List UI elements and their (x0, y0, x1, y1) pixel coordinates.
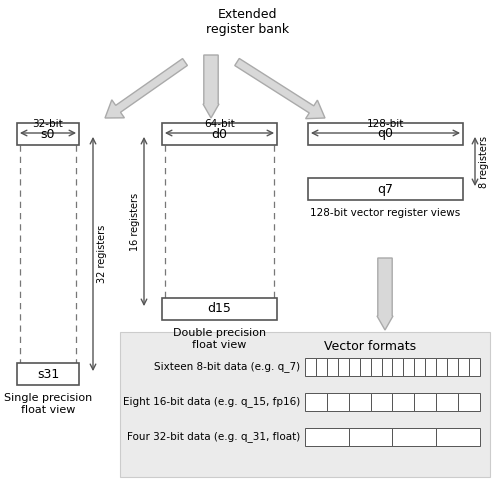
Bar (403, 358, 414, 376)
Bar (469, 358, 480, 376)
Text: Sixteen 8-bit data (e.g. q_7): Sixteen 8-bit data (e.g. q_7) (154, 362, 300, 373)
Bar (327, 358, 338, 376)
Bar (360, 358, 371, 376)
Text: s31: s31 (37, 367, 59, 380)
Bar (349, 393, 371, 411)
Text: 128-bit vector register views: 128-bit vector register views (311, 208, 460, 218)
Bar (382, 358, 392, 376)
Bar (162, 298, 277, 320)
Bar (436, 393, 458, 411)
Text: Extended
register bank: Extended register bank (206, 8, 290, 36)
Bar (305, 358, 316, 376)
Bar (392, 358, 403, 376)
Bar (316, 358, 327, 376)
Bar (162, 123, 277, 145)
Bar (458, 358, 469, 376)
Bar (17, 363, 79, 385)
Bar (17, 123, 79, 145)
Text: q0: q0 (377, 127, 393, 140)
Bar (327, 393, 349, 411)
Polygon shape (235, 59, 325, 119)
Bar (338, 358, 349, 376)
Bar (305, 393, 327, 411)
Text: Four 32-bit data (e.g. q_31, float): Four 32-bit data (e.g. q_31, float) (127, 432, 300, 442)
Bar (371, 393, 392, 411)
Text: s0: s0 (41, 127, 55, 140)
Text: 128-bit: 128-bit (367, 119, 404, 129)
Polygon shape (203, 55, 219, 118)
Bar (458, 393, 480, 411)
Bar (349, 428, 392, 446)
Text: 32-bit: 32-bit (33, 119, 63, 129)
Polygon shape (377, 258, 393, 330)
Bar (425, 358, 436, 376)
Bar (436, 428, 480, 446)
Text: 16 registers: 16 registers (130, 193, 140, 251)
Bar (371, 358, 382, 376)
Text: d0: d0 (211, 127, 227, 140)
Text: 8 registers: 8 registers (479, 136, 489, 187)
Bar (392, 428, 436, 446)
Bar (349, 358, 360, 376)
Text: 32 registers: 32 registers (97, 225, 107, 283)
Bar (120, 332, 490, 477)
Bar (414, 358, 425, 376)
Text: Double precision
float view: Double precision float view (173, 328, 266, 349)
Bar (308, 178, 463, 200)
Bar (414, 393, 436, 411)
Text: 64-bit: 64-bit (204, 119, 235, 129)
Text: Vector formats: Vector formats (324, 340, 416, 353)
Bar (305, 428, 349, 446)
Bar (308, 123, 463, 145)
Bar (392, 393, 414, 411)
Text: q7: q7 (377, 182, 393, 196)
Text: Eight 16-bit data (e.g. q_15, fp16): Eight 16-bit data (e.g. q_15, fp16) (123, 396, 300, 408)
Bar (436, 358, 447, 376)
Text: d15: d15 (207, 302, 231, 316)
Text: Single precision
float view: Single precision float view (4, 393, 92, 415)
Polygon shape (105, 59, 187, 118)
Bar (447, 358, 458, 376)
